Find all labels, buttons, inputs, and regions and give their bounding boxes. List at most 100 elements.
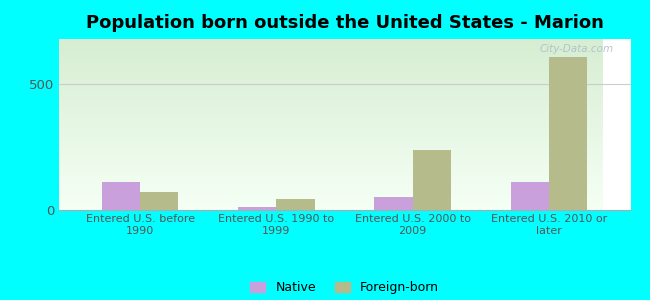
Bar: [58, 198, 603, 199]
Bar: [58, 40, 603, 41]
Bar: [374, 197, 413, 210]
Bar: [58, 187, 603, 188]
Bar: [58, 39, 603, 40]
Bar: [58, 149, 603, 150]
Bar: [58, 166, 603, 167]
Bar: [58, 171, 603, 172]
Bar: [58, 167, 603, 168]
Bar: [58, 41, 603, 42]
Bar: [58, 208, 603, 209]
Bar: [58, 92, 603, 93]
Bar: [58, 46, 603, 47]
Bar: [58, 205, 603, 206]
Bar: [58, 202, 603, 203]
Bar: [58, 174, 603, 175]
Bar: [58, 94, 603, 95]
Bar: [58, 101, 603, 102]
Bar: [58, 146, 603, 147]
Bar: [58, 199, 603, 200]
Bar: [58, 114, 603, 115]
Bar: [58, 102, 603, 103]
Bar: [58, 91, 603, 92]
Bar: [58, 177, 603, 178]
Bar: [58, 132, 603, 133]
Bar: [58, 188, 603, 189]
Bar: [58, 143, 603, 144]
Bar: [58, 141, 603, 142]
Bar: [58, 182, 603, 183]
Bar: [58, 78, 603, 79]
Bar: [58, 58, 603, 59]
Bar: [58, 161, 603, 162]
Bar: [58, 123, 603, 124]
Bar: [58, 107, 603, 108]
Bar: [58, 77, 603, 78]
Text: City-Data.com: City-Data.com: [540, 44, 614, 54]
Bar: [58, 184, 603, 185]
Bar: [58, 209, 603, 210]
Bar: [58, 118, 603, 119]
Bar: [58, 122, 603, 123]
Bar: [58, 113, 603, 114]
Bar: [58, 186, 603, 187]
Bar: [58, 195, 603, 196]
Bar: [58, 81, 603, 82]
Bar: [58, 203, 603, 204]
Bar: [58, 192, 603, 193]
Bar: [58, 59, 603, 60]
Bar: [58, 134, 603, 135]
Bar: [58, 165, 603, 166]
Bar: [58, 72, 603, 73]
Bar: [58, 93, 603, 94]
Bar: [58, 98, 603, 99]
Bar: [58, 73, 603, 74]
Bar: [58, 136, 603, 137]
Bar: [58, 71, 603, 72]
Bar: [58, 64, 603, 65]
Bar: [58, 183, 603, 184]
Bar: [58, 201, 603, 202]
Bar: [58, 131, 603, 132]
Bar: [58, 106, 603, 107]
Bar: [58, 76, 603, 77]
Bar: [58, 185, 603, 186]
Bar: [58, 133, 603, 134]
Bar: [58, 105, 603, 106]
Bar: [58, 103, 603, 104]
Title: Population born outside the United States - Marion: Population born outside the United State…: [86, 14, 603, 32]
Bar: [58, 200, 603, 201]
Bar: [58, 111, 603, 112]
Bar: [58, 89, 603, 90]
Bar: [58, 42, 603, 43]
Bar: [58, 155, 603, 156]
Bar: [58, 140, 603, 141]
Bar: [58, 69, 603, 70]
Bar: [58, 154, 603, 155]
Bar: [58, 181, 603, 182]
Bar: [58, 66, 603, 67]
Bar: [58, 157, 603, 158]
Bar: [58, 53, 603, 54]
Bar: [58, 169, 603, 170]
Bar: [58, 193, 603, 194]
Bar: [58, 65, 603, 66]
Bar: [58, 95, 603, 96]
Bar: [239, 207, 276, 210]
Bar: [58, 145, 603, 146]
Bar: [58, 206, 603, 207]
Bar: [58, 158, 603, 159]
Bar: [58, 61, 603, 62]
Bar: [58, 194, 603, 195]
Bar: [58, 179, 603, 180]
Bar: [58, 196, 603, 197]
Bar: [58, 82, 603, 83]
Bar: [276, 200, 315, 210]
Bar: [58, 168, 603, 169]
Bar: [58, 138, 603, 139]
Bar: [58, 74, 603, 75]
Bar: [58, 55, 603, 56]
Bar: [58, 70, 603, 71]
Bar: [58, 54, 603, 55]
Bar: [58, 129, 603, 130]
Bar: [58, 109, 603, 110]
